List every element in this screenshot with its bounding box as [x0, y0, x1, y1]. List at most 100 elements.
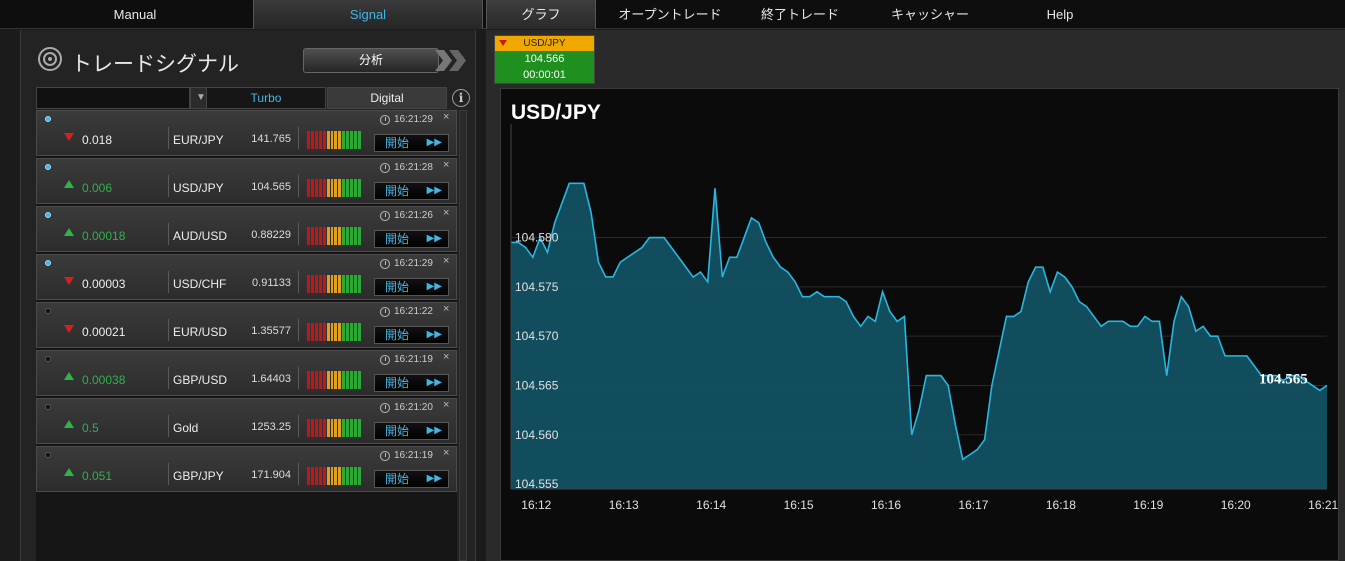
strength-meter	[307, 419, 361, 437]
signal-row: 0.5 Gold 1253.25 16:21:20 × 開始 ▶▶	[36, 398, 457, 444]
meter-bar	[354, 467, 357, 485]
signals-panel: トレードシグナル 分析 ▼ Turbo Digital i 0.018 EUR/J…	[20, 30, 476, 561]
pair-ticker[interactable]: USD/JPY 104.566 00:00:01	[494, 35, 595, 84]
meter-bar	[354, 227, 357, 245]
tab-open-trades[interactable]: オープントレード	[618, 7, 722, 22]
meter-bar	[357, 467, 361, 485]
start-label: 開始	[385, 328, 410, 342]
meter-bar	[350, 179, 354, 197]
clock-icon	[380, 163, 390, 173]
divider	[298, 463, 299, 485]
close-icon[interactable]: ×	[443, 399, 450, 411]
strength-meter	[307, 227, 361, 245]
meter-bar	[350, 275, 354, 293]
tab-help[interactable]: Help	[1046, 7, 1074, 22]
start-label: 開始	[385, 472, 410, 486]
asset-filter-dropdown[interactable]	[36, 87, 190, 109]
clock-icon	[380, 259, 390, 269]
start-button[interactable]: 開始 ▶▶	[374, 470, 449, 488]
tab-closed-trades[interactable]: 終了トレード	[760, 7, 839, 22]
ticker-countdown: 00:00:01	[523, 69, 566, 81]
signal-row: 0.006 USD/JPY 104.565 16:21:28 × 開始 ▶▶	[36, 158, 457, 204]
meter-bar	[318, 467, 322, 485]
tab-cashier[interactable]: キャッシャー	[890, 7, 969, 22]
x-tick-label: 16:17	[958, 498, 988, 512]
signal-price: 1.35577	[251, 325, 291, 337]
divider	[298, 319, 299, 341]
meter-bar	[314, 227, 318, 245]
meter-bar	[338, 323, 342, 341]
divider	[298, 415, 299, 437]
y-tick-label: 104.570	[515, 329, 559, 343]
meter-bar	[330, 275, 334, 293]
x-tick-label: 16:19	[1133, 498, 1163, 512]
close-icon[interactable]: ×	[443, 207, 450, 219]
meter-bar	[307, 323, 310, 341]
meter-bar	[346, 227, 350, 245]
ticker-body: 104.566 00:00:01	[495, 51, 594, 83]
start-button[interactable]: 開始 ▶▶	[374, 182, 449, 200]
close-icon[interactable]: ×	[443, 111, 450, 123]
meter-bar	[307, 419, 310, 437]
tab-digital[interactable]: Digital	[327, 87, 447, 109]
status-dot	[45, 452, 51, 458]
up-arrow-icon	[64, 228, 74, 236]
tab-turbo[interactable]: Turbo	[206, 87, 326, 109]
tab-graph[interactable]: グラフ	[486, 0, 596, 29]
close-icon[interactable]: ×	[443, 351, 450, 363]
tab-signal[interactable]: Signal	[253, 0, 483, 29]
signal-row: 0.018 EUR/JPY 141.765 16:21:29 × 開始 ▶▶	[36, 110, 457, 156]
start-button[interactable]: 開始 ▶▶	[374, 326, 449, 344]
x-tick-label: 16:21	[1308, 498, 1338, 512]
start-button[interactable]: 開始 ▶▶	[374, 230, 449, 248]
up-arrow-icon	[64, 180, 74, 188]
info-icon[interactable]: i	[452, 89, 470, 107]
meter-bar	[326, 131, 330, 149]
start-button[interactable]: 開始 ▶▶	[374, 134, 449, 152]
meter-bar	[346, 323, 350, 341]
signal-change: 0.5	[82, 421, 99, 435]
close-icon[interactable]: ×	[443, 447, 450, 459]
strength-meter	[307, 275, 361, 293]
meter-bar	[322, 323, 326, 341]
start-button[interactable]: 開始 ▶▶	[374, 374, 449, 392]
close-icon[interactable]: ×	[443, 303, 450, 315]
signal-time: 16:21:28	[394, 162, 433, 173]
divider	[298, 223, 299, 245]
meter-bar	[334, 419, 338, 437]
meter-bar	[318, 227, 322, 245]
close-icon[interactable]: ×	[443, 255, 450, 267]
meter-bar	[322, 467, 326, 485]
tab-manual[interactable]: Manual	[113, 7, 157, 22]
fast-forward-icon: ▶▶	[426, 329, 442, 340]
close-icon[interactable]: ×	[443, 159, 450, 171]
divider	[298, 367, 299, 389]
meter-bar	[326, 371, 330, 389]
meter-bar	[330, 467, 334, 485]
scrollbar[interactable]	[459, 110, 467, 561]
meter-bar	[338, 275, 342, 293]
signal-logo-icon	[38, 47, 62, 71]
meter-bar	[330, 179, 334, 197]
signal-row: 0.00021 EUR/USD 1.35577 16:21:22 × 開始 ▶▶	[36, 302, 457, 348]
meter-bar	[307, 227, 310, 245]
price-chart: USD/JPY 104.555 104.560 104.565 104.570 104.…	[500, 88, 1339, 561]
meter-bar	[338, 467, 342, 485]
meter-bar	[346, 179, 350, 197]
start-label: 開始	[385, 280, 410, 294]
meter-bar	[338, 131, 342, 149]
signal-change: 0.00038	[82, 373, 126, 387]
ticker-header: USD/JPY	[495, 36, 594, 51]
signal-time: 16:21:20	[394, 402, 433, 413]
meter-bar	[310, 467, 314, 485]
meter-bar	[338, 227, 342, 245]
analyze-button[interactable]: 分析	[303, 48, 439, 73]
meter-bar	[314, 371, 318, 389]
start-button[interactable]: 開始 ▶▶	[374, 278, 449, 296]
strength-meter	[307, 323, 361, 341]
meter-bar	[350, 371, 354, 389]
divider	[168, 271, 169, 293]
signal-pair: GBP/JPY	[173, 469, 224, 483]
divider	[168, 319, 169, 341]
start-button[interactable]: 開始 ▶▶	[374, 422, 449, 440]
